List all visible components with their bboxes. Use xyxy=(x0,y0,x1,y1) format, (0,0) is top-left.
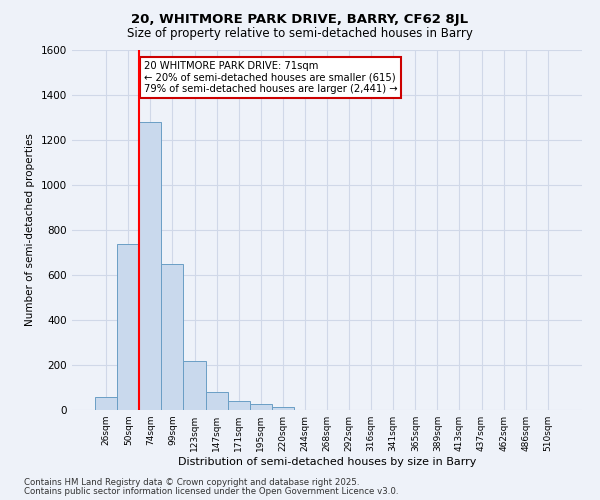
Y-axis label: Number of semi-detached properties: Number of semi-detached properties xyxy=(25,134,35,326)
Text: Size of property relative to semi-detached houses in Barry: Size of property relative to semi-detach… xyxy=(127,28,473,40)
X-axis label: Distribution of semi-detached houses by size in Barry: Distribution of semi-detached houses by … xyxy=(178,457,476,467)
Bar xyxy=(95,396,117,410)
Bar xyxy=(139,122,161,410)
Text: 20, WHITMORE PARK DRIVE, BARRY, CF62 8JL: 20, WHITMORE PARK DRIVE, BARRY, CF62 8JL xyxy=(131,12,469,26)
Bar xyxy=(161,264,184,410)
Bar xyxy=(250,404,272,410)
Text: Contains HM Land Registry data © Crown copyright and database right 2025.: Contains HM Land Registry data © Crown c… xyxy=(24,478,359,487)
Bar xyxy=(117,244,139,410)
Text: Contains public sector information licensed under the Open Government Licence v3: Contains public sector information licen… xyxy=(24,486,398,496)
Bar xyxy=(227,401,250,410)
Text: 20 WHITMORE PARK DRIVE: 71sqm
← 20% of semi-detached houses are smaller (615)
79: 20 WHITMORE PARK DRIVE: 71sqm ← 20% of s… xyxy=(144,62,397,94)
Bar xyxy=(272,406,294,410)
Bar xyxy=(184,360,206,410)
Bar xyxy=(206,392,227,410)
